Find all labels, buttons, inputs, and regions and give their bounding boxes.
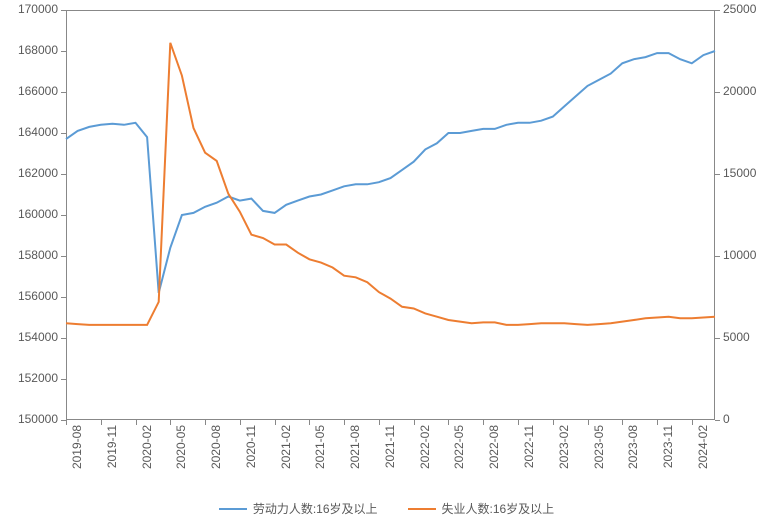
x-tick <box>170 420 171 425</box>
x-label: 2022-08 <box>487 425 501 480</box>
x-tick <box>588 420 589 425</box>
x-tick <box>518 420 519 425</box>
y-right-tick <box>715 10 720 11</box>
x-label: 2020-05 <box>174 425 188 480</box>
y-left-label: 154000 <box>0 330 58 344</box>
x-tick <box>136 420 137 425</box>
y-left-label: 156000 <box>0 289 58 303</box>
y-left-tick <box>61 256 66 257</box>
y-right-tick <box>715 338 720 339</box>
x-tick <box>379 420 380 425</box>
x-label: 2019-11 <box>105 425 119 480</box>
x-label: 2023-05 <box>592 425 606 480</box>
legend-label-labor: 劳动力人数:16岁及以上 <box>253 500 378 517</box>
y-right-label: 25000 <box>723 2 756 16</box>
x-label: 2022-05 <box>452 425 466 480</box>
x-tick <box>448 420 449 425</box>
x-label: 2022-11 <box>522 425 536 480</box>
y-left-tick <box>61 338 66 339</box>
x-tick <box>483 420 484 425</box>
y-right-tick <box>715 174 720 175</box>
y-left-tick <box>61 92 66 93</box>
x-tick <box>205 420 206 425</box>
y-left-label: 162000 <box>0 166 58 180</box>
y-left-label: 164000 <box>0 125 58 139</box>
x-tick <box>344 420 345 425</box>
x-tick <box>692 420 693 425</box>
y-left-tick <box>61 379 66 380</box>
y-left-label: 158000 <box>0 248 58 262</box>
y-left-label: 170000 <box>0 2 58 16</box>
x-tick <box>553 420 554 425</box>
x-tick <box>101 420 102 425</box>
y-right-label: 20000 <box>723 84 756 98</box>
y-right-tick <box>715 420 720 421</box>
x-label: 2020-11 <box>244 425 258 480</box>
x-label: 2021-11 <box>383 425 397 480</box>
series-line <box>66 51 715 293</box>
x-label: 2020-08 <box>209 425 223 480</box>
x-label: 2020-02 <box>140 425 154 480</box>
legend: 劳动力人数:16岁及以上 失业人数:16岁及以上 <box>0 500 773 517</box>
x-tick <box>275 420 276 425</box>
legend-item-unemployed: 失业人数:16岁及以上 <box>408 500 555 517</box>
x-tick <box>309 420 310 425</box>
y-right-label: 15000 <box>723 166 756 180</box>
y-left-tick <box>61 10 66 11</box>
y-right-label: 10000 <box>723 248 756 262</box>
legend-swatch-labor <box>219 508 247 510</box>
legend-label-unemployed: 失业人数:16岁及以上 <box>442 500 555 517</box>
legend-item-labor: 劳动力人数:16岁及以上 <box>219 500 378 517</box>
x-tick <box>414 420 415 425</box>
x-label: 2022-02 <box>418 425 432 480</box>
x-tick <box>66 420 67 425</box>
x-label: 2023-02 <box>557 425 571 480</box>
y-left-label: 160000 <box>0 207 58 221</box>
x-label: 2023-08 <box>626 425 640 480</box>
x-tick <box>657 420 658 425</box>
x-tick <box>622 420 623 425</box>
y-right-tick <box>715 256 720 257</box>
legend-swatch-unemployed <box>408 508 436 510</box>
series-line <box>66 43 715 325</box>
x-label: 2024-02 <box>696 425 710 480</box>
y-right-tick <box>715 92 720 93</box>
y-left-label: 150000 <box>0 412 58 426</box>
x-label: 2021-02 <box>279 425 293 480</box>
y-right-label: 5000 <box>723 330 750 344</box>
x-label: 2023-11 <box>661 425 675 480</box>
x-label: 2019-08 <box>70 425 84 480</box>
y-left-tick <box>61 133 66 134</box>
x-tick <box>240 420 241 425</box>
y-left-tick <box>61 174 66 175</box>
line-chart: 劳动力人数:16岁及以上 失业人数:16岁及以上 150000152000154… <box>0 0 773 525</box>
y-left-tick <box>61 51 66 52</box>
y-left-tick <box>61 215 66 216</box>
y-left-label: 152000 <box>0 371 58 385</box>
y-right-label: 0 <box>723 412 730 426</box>
y-left-label: 166000 <box>0 84 58 98</box>
x-label: 2021-08 <box>348 425 362 480</box>
y-left-label: 168000 <box>0 43 58 57</box>
y-left-tick <box>61 297 66 298</box>
x-label: 2021-05 <box>313 425 327 480</box>
